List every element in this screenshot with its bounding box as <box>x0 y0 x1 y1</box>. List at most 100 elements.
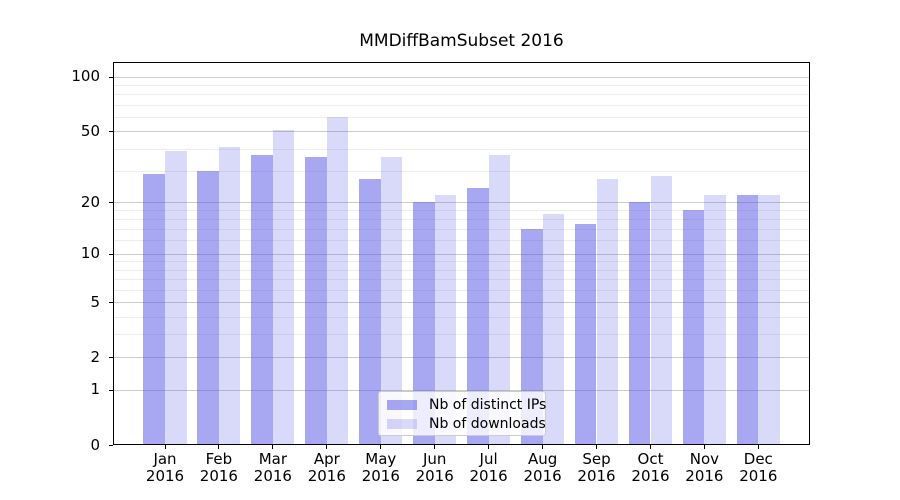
bar-downloads-sep <box>596 179 619 445</box>
ytick-label-0: 0 <box>90 435 100 454</box>
xtick-mark-apr <box>326 445 328 449</box>
ytick-label-10: 10 <box>80 244 100 263</box>
bar-distinct-ips-may <box>359 179 381 445</box>
xtick-mark-oct <box>650 445 651 449</box>
xtick-label-jan: Jan 2016 <box>125 451 205 485</box>
xtick-mark-dec <box>757 445 759 449</box>
xtick-month-feb: Feb <box>205 450 233 468</box>
gridline-minor-30 <box>113 171 810 172</box>
xtick-year-aug: 2016 <box>523 467 562 485</box>
xtick-mark-jun <box>434 445 436 449</box>
plot-area <box>113 62 810 445</box>
legend: Nb of distinct IPs Nb of downloads <box>378 391 546 436</box>
ytick-mark-2 <box>109 357 113 359</box>
xtick-label-jun: Jun 2016 <box>395 451 475 485</box>
bar-downloads-aug <box>542 214 565 445</box>
xtick-label-jul: Jul 2016 <box>449 451 529 485</box>
ytick-label-5: 5 <box>90 292 100 311</box>
xtick-month-oct: Oct <box>637 450 664 468</box>
gridline-50 <box>113 131 810 133</box>
legend-swatch-downloads <box>387 418 417 429</box>
ytick-mark-10 <box>109 253 113 255</box>
bar-downloads-may <box>380 156 403 445</box>
ytick-label-50: 50 <box>80 121 100 140</box>
bar-downloads-dec <box>758 194 780 445</box>
xtick-month-apr: Apr <box>313 450 340 468</box>
xtick-mark-jan <box>164 445 166 449</box>
gridline-minor-40 <box>113 148 810 150</box>
gridline-minor-60 <box>113 116 810 118</box>
gridline-minor-18 <box>113 210 810 211</box>
xtick-month-jul: Jul <box>479 450 498 468</box>
xtick-year-dec: 2016 <box>739 467 778 485</box>
bar-distinct-ips-jun <box>413 202 435 445</box>
bar-downloads-feb <box>218 146 241 445</box>
bar-downloads-jul <box>488 154 511 445</box>
gridline-minor-14 <box>113 228 810 230</box>
bar-distinct-ips-feb <box>197 171 219 445</box>
xtick-month-may: May <box>365 450 397 468</box>
xtick-mark-may <box>380 445 382 449</box>
ytick-label-100: 100 <box>71 67 100 86</box>
gridline-10 <box>113 253 810 255</box>
xtick-label-nov: Nov 2016 <box>664 451 744 485</box>
bar-downloads-oct <box>650 176 673 445</box>
bar-distinct-ips-apr <box>305 156 327 445</box>
xtick-mark-feb <box>218 445 220 449</box>
bar-downloads-mar <box>272 129 295 445</box>
xtick-year-nov: 2016 <box>685 467 724 485</box>
gridline-minor-12 <box>113 240 810 242</box>
xtick-month-jun: Jun <box>422 450 447 468</box>
xtick-month-jan: Jan <box>153 450 177 468</box>
ytick-label-20: 20 <box>80 192 100 211</box>
xtick-month-dec: Dec <box>743 450 773 468</box>
legend-item-distinct-ips: Nb of distinct IPs <box>387 395 546 414</box>
xtick-label-mar: Mar 2016 <box>233 451 313 485</box>
xtick-label-oct: Oct 2016 <box>611 451 691 485</box>
gridline-minor-70 <box>113 104 810 106</box>
xtick-month-mar: Mar <box>258 450 288 468</box>
ytick-mark-50 <box>109 131 113 133</box>
xtick-month-sep: Sep <box>582 450 611 468</box>
xtick-mark-jul <box>488 445 490 449</box>
xtick-month-aug: Aug <box>527 450 558 468</box>
xtick-year-sep: 2016 <box>577 467 616 485</box>
legend-swatch-distinct-ips <box>387 399 417 410</box>
gridline-minor-80 <box>113 94 810 96</box>
ytick-mark-1 <box>109 389 113 391</box>
bar-distinct-ips-jul <box>467 188 489 445</box>
gridline-minor-6 <box>113 289 810 291</box>
gridline-minor-7 <box>113 279 810 281</box>
xtick-label-aug: Aug 2016 <box>503 451 583 485</box>
gridline-minor-8 <box>113 269 810 271</box>
bar-distinct-ips-sep <box>574 223 597 445</box>
gridline-1 <box>113 389 810 391</box>
xtick-label-apr: Apr 2016 <box>287 451 367 485</box>
bar-distinct-ips-mar <box>251 154 273 445</box>
bar-distinct-ips-dec <box>736 194 759 445</box>
xtick-label-feb: Feb 2016 <box>179 451 259 485</box>
xtick-year-jul: 2016 <box>469 467 508 485</box>
xtick-mark-mar <box>272 445 274 449</box>
gridline-minor-90 <box>113 85 810 86</box>
xtick-mark-nov <box>703 445 705 449</box>
bar-distinct-ips-nov <box>682 210 705 445</box>
legend-label-distinct-ips: Nb of distinct IPs <box>429 396 547 413</box>
gridline-100 <box>113 76 810 78</box>
bar-distinct-ips-jan <box>143 173 165 445</box>
xtick-mark-aug <box>542 445 544 449</box>
legend-label-downloads: Nb of downloads <box>429 415 546 432</box>
gridline-minor-9 <box>113 261 810 263</box>
gridline-minor-16 <box>113 218 810 220</box>
xtick-year-feb: 2016 <box>199 467 238 485</box>
ytick-mark-5 <box>109 302 113 303</box>
gridline-minor-4 <box>113 316 810 318</box>
xtick-label-sep: Sep 2016 <box>557 451 637 485</box>
xtick-label-may: May 2016 <box>341 451 421 485</box>
legend-item-downloads: Nb of downloads <box>387 414 546 433</box>
ytick-mark-0 <box>109 445 113 446</box>
ytick-mark-20 <box>109 202 113 203</box>
xtick-month-nov: Nov <box>689 450 720 468</box>
bar-downloads-apr <box>326 116 349 445</box>
